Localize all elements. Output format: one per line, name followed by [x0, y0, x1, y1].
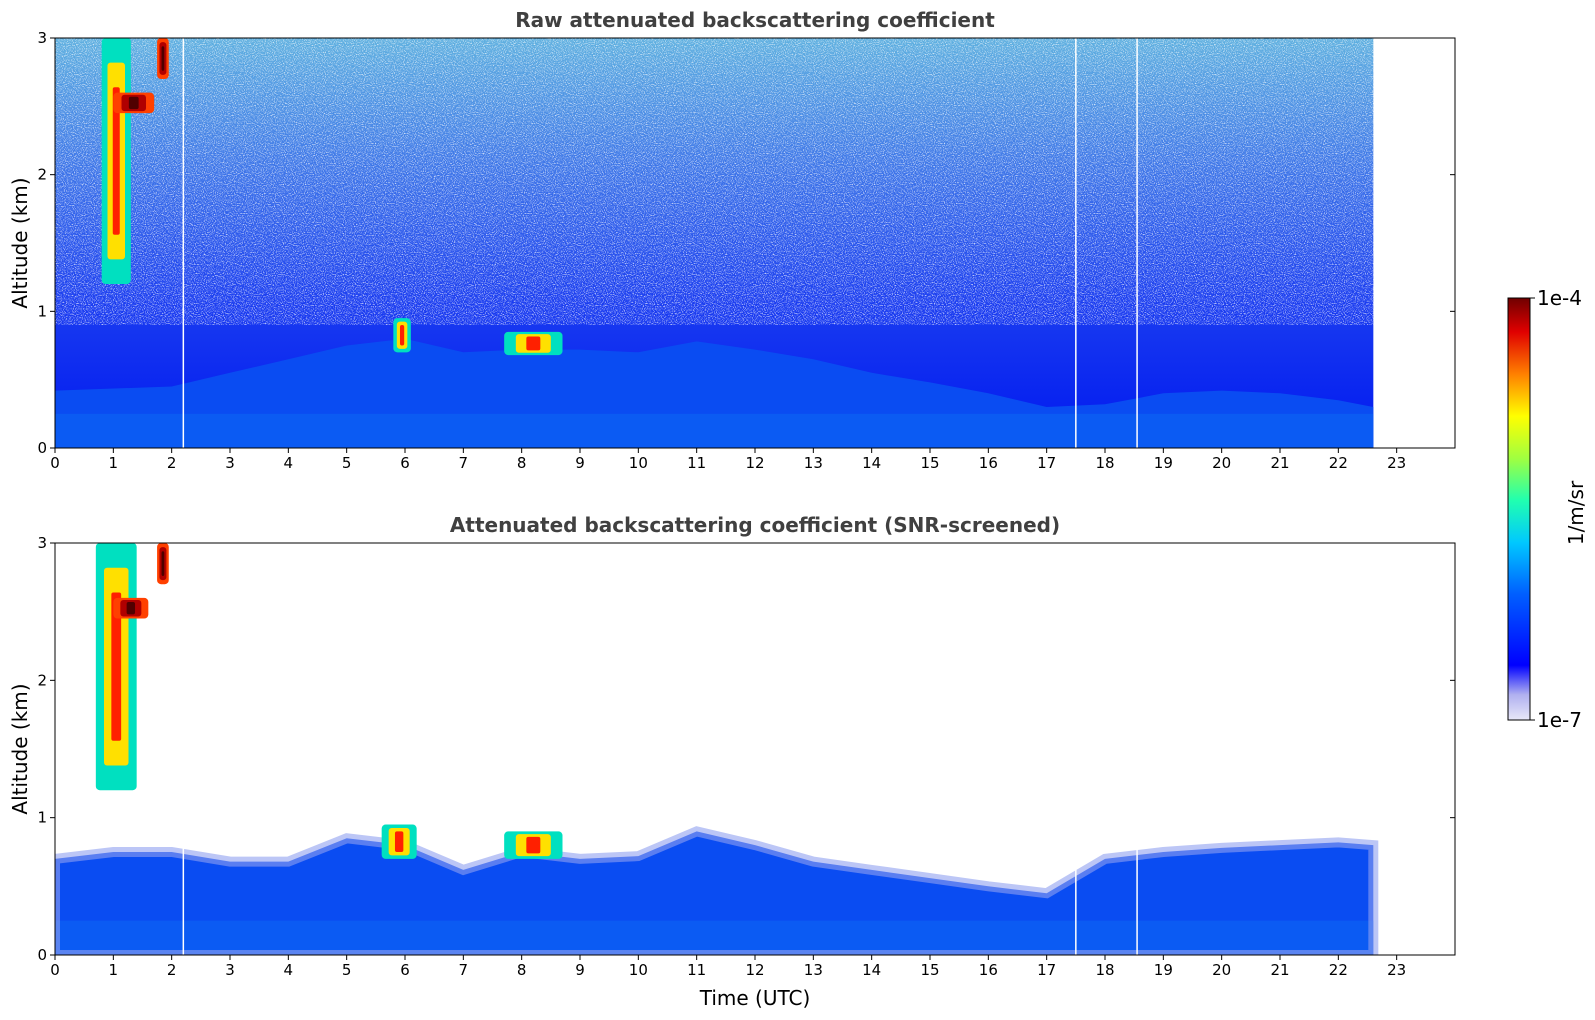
x-tick-label: 3	[225, 961, 235, 979]
x-tick-label: 3	[225, 454, 235, 472]
colorbar-min-label: 1e-7	[1537, 708, 1582, 732]
x-tick-label: 12	[745, 454, 764, 472]
y-tick-label: 2	[37, 671, 47, 689]
x-tick-label: 0	[50, 961, 60, 979]
cloud-feature	[157, 38, 169, 79]
y-axis: 0 1 2 3	[37, 534, 1455, 964]
x-tick-label: 11	[687, 961, 706, 979]
x-tick-label: 13	[804, 961, 823, 979]
heatmap-area	[55, 38, 1374, 448]
x-tick-label: 9	[575, 961, 585, 979]
cloud-feature	[101, 38, 131, 284]
x-tick-label: 8	[517, 454, 527, 472]
y-tick-label: 2	[37, 166, 47, 184]
x-tick-label: 2	[167, 961, 177, 979]
cloud-feature	[157, 543, 169, 585]
x-tick-label: 15	[920, 454, 939, 472]
y-tick-label: 0	[37, 439, 47, 457]
x-tick-label: 6	[400, 961, 410, 979]
colorbar-max-label: 1e-4	[1537, 286, 1582, 310]
raw-backscatter-panel: Raw attenuated backscattering coefficien…	[8, 8, 1456, 472]
colorbar-scale	[1507, 297, 1531, 721]
x-tick-label: 22	[1329, 454, 1348, 472]
cloud-feature	[113, 597, 149, 619]
x-tick-label: 5	[342, 961, 352, 979]
snr-screened-panel: Attenuated backscattering coefficient (S…	[8, 513, 1456, 1010]
y-axis-label: Altitude (km)	[8, 683, 32, 814]
x-tick-label: 1	[109, 961, 119, 979]
y-axis-label: Altitude (km)	[8, 177, 32, 308]
cloud-feature	[504, 331, 563, 356]
surface-layer	[55, 920, 1374, 955]
cloud-feature	[393, 318, 411, 353]
x-tick-label: 20	[1212, 454, 1231, 472]
surface-layer	[55, 413, 1374, 448]
x-tick-label: 5	[342, 454, 352, 472]
x-tick-label: 21	[1270, 454, 1289, 472]
cloud-feature	[113, 92, 155, 114]
x-tick-label: 14	[862, 454, 881, 472]
x-tick-label: 17	[1037, 454, 1056, 472]
x-tick-label: 22	[1329, 961, 1348, 979]
x-tick-label: 7	[459, 961, 469, 979]
x-tick-label: 9	[575, 454, 585, 472]
x-axis: 0 1 2 3 4 5 6 7 8 9 10 11 12 13 14 15 16 17 18 19 20 21 22 23	[50, 955, 1406, 979]
cloud-feature	[95, 543, 137, 791]
x-tick-label: 12	[745, 961, 764, 979]
y-tick-label: 0	[37, 946, 47, 964]
x-tick-label: 8	[517, 961, 527, 979]
x-tick-label: 4	[284, 454, 294, 472]
x-tick-label: 6	[400, 454, 410, 472]
x-tick-label: 16	[979, 961, 998, 979]
screened-fringe	[55, 826, 1379, 955]
x-tick-label: 2	[167, 454, 177, 472]
x-axis-label: Time (UTC)	[699, 986, 811, 1010]
x-tick-label: 15	[920, 961, 939, 979]
x-tick-label: 1	[109, 454, 119, 472]
x-tick-label: 19	[1154, 961, 1173, 979]
x-tick-label: 7	[459, 454, 469, 472]
x-tick-label: 23	[1387, 961, 1406, 979]
x-tick-label: 10	[629, 961, 648, 979]
heatmap-area	[55, 543, 1379, 955]
y-tick-label: 1	[37, 302, 47, 320]
x-tick-label: 23	[1387, 454, 1406, 472]
x-tick-label: 14	[862, 961, 881, 979]
cloud-feature	[381, 824, 417, 859]
y-tick-label: 3	[37, 29, 47, 47]
noise-speckle	[55, 38, 1374, 325]
y-axis: 0 1 2 3	[37, 29, 1455, 457]
x-tick-label: 16	[979, 454, 998, 472]
colorbar-label: 1/m/sr	[1564, 480, 1588, 545]
x-tick-label: 19	[1154, 454, 1173, 472]
x-tick-label: 18	[1095, 961, 1114, 979]
chart-title: Attenuated backscattering coefficient (S…	[450, 513, 1060, 537]
x-tick-label: 17	[1037, 961, 1056, 979]
cloud-feature	[504, 831, 563, 859]
x-tick-label: 21	[1270, 961, 1289, 979]
chart-title: Raw attenuated backscattering coefficien…	[515, 8, 995, 32]
x-tick-label: 10	[629, 454, 648, 472]
x-tick-label: 0	[50, 454, 60, 472]
y-tick-label: 3	[37, 534, 47, 552]
y-tick-label: 1	[37, 809, 47, 827]
colorbar: 1e-4 1e-7 1/m/sr	[1507, 286, 1588, 732]
x-tick-label: 20	[1212, 961, 1231, 979]
x-tick-label: 13	[804, 454, 823, 472]
x-tick-label: 4	[284, 961, 294, 979]
x-tick-label: 18	[1095, 454, 1114, 472]
x-tick-label: 11	[687, 454, 706, 472]
x-axis: 0 1 2 3 4 5 6 7 8 9 10 11 12 13 14 15 16 17 18 19 20 21 22 23	[50, 448, 1406, 472]
